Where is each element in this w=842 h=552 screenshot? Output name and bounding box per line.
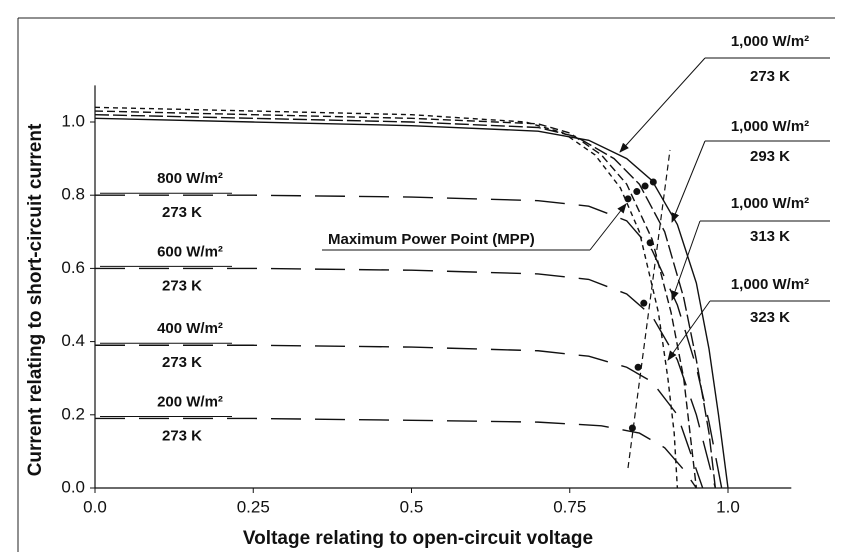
y-axis-title: Current relating to short-circuit curren… — [25, 123, 46, 476]
annotation-arrow — [589, 203, 627, 251]
x-tick-label: 0.0 — [83, 497, 107, 516]
x-axis-title: Voltage relating to open-circuit voltage — [243, 528, 593, 549]
y-tick-label: 1.0 — [61, 111, 85, 130]
series-label: 1,000 W/m² — [731, 276, 809, 293]
label-arrow — [671, 220, 701, 301]
y-tick-label: 0.2 — [61, 404, 85, 423]
curve — [94, 113, 717, 489]
curve — [95, 344, 704, 489]
mpp-point — [649, 178, 657, 186]
series-label: 200 W/m² — [157, 393, 223, 410]
series-temperature: 273 K — [162, 277, 202, 294]
series-label: 800 W/m² — [157, 170, 223, 187]
series-label: 600 W/m² — [157, 243, 223, 260]
series-temperature: 273 K — [162, 427, 202, 444]
label-arrow — [667, 300, 711, 361]
mpp-point — [624, 195, 632, 203]
curve — [94, 106, 679, 489]
curve — [95, 194, 723, 489]
mpp-point — [634, 363, 642, 371]
curve — [95, 417, 697, 489]
label-arrow — [671, 140, 706, 223]
series-temperature: 313 K — [750, 228, 790, 245]
series-temperature: 273 K — [162, 204, 202, 221]
x-tick-label: 0.25 — [237, 497, 270, 516]
series-label: 400 W/m² — [157, 320, 223, 337]
x-tick-label: 1.0 — [716, 497, 740, 516]
label-arrow — [619, 57, 706, 153]
mpp-point — [646, 239, 654, 247]
series-label: 1,000 W/m² — [731, 33, 809, 50]
series-temperature: 273 K — [750, 68, 790, 85]
series-label: 1,000 W/m² — [731, 195, 809, 212]
mpp-point — [641, 182, 649, 190]
series-temperature: 273 K — [162, 354, 202, 371]
mpp-line — [627, 149, 671, 469]
x-tick-label: 0.5 — [400, 497, 424, 516]
y-tick-label: 0.8 — [61, 185, 85, 204]
y-tick-label: 0.0 — [61, 477, 85, 496]
mpp-point — [628, 424, 636, 432]
series-temperature: 293 K — [750, 148, 790, 165]
curve — [95, 267, 717, 489]
curve — [94, 117, 729, 489]
y-tick-label: 0.4 — [61, 331, 85, 350]
annotation: Maximum Power Point (MPP) — [328, 231, 535, 248]
series-label: 1,000 W/m² — [731, 118, 809, 135]
curve — [94, 110, 698, 489]
mpp-point — [633, 188, 641, 196]
mpp-point — [640, 299, 648, 307]
y-tick-label: 0.6 — [61, 258, 85, 277]
series-temperature: 323 K — [750, 309, 790, 326]
x-tick-label: 0.75 — [553, 497, 586, 516]
